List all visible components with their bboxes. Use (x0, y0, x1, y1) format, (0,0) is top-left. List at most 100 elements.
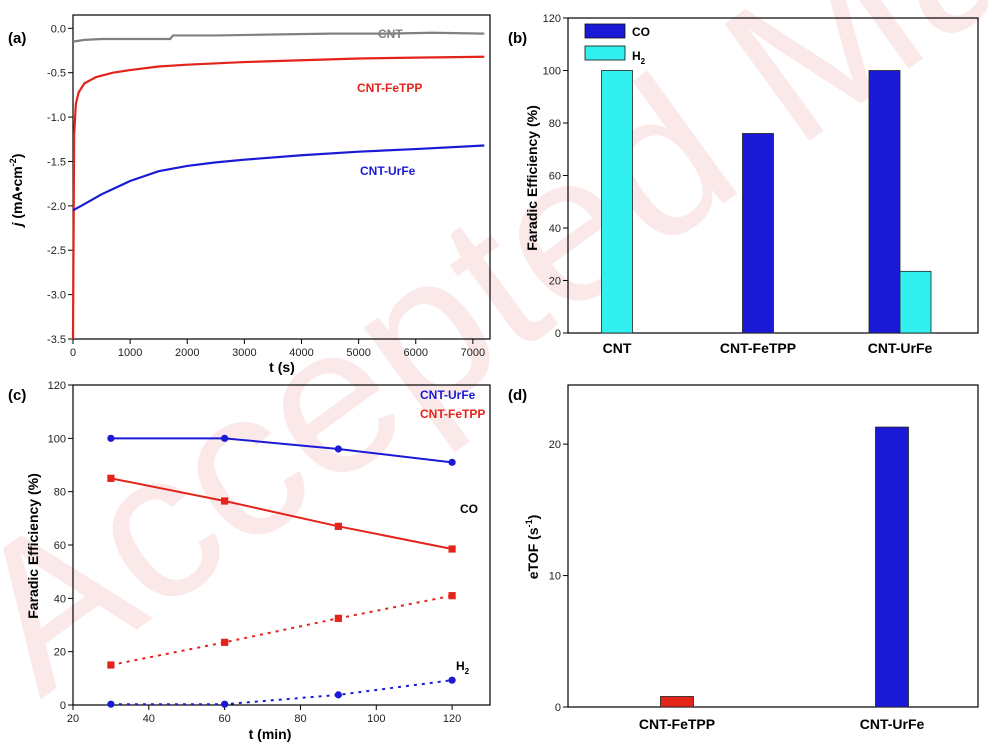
bar-h2-cnt (601, 70, 633, 334)
panel-a-series-labels: CNT CNT-FeTPP CNT-UrFe (357, 27, 422, 178)
series-line-cnt-fetpp-h2 (110, 594, 453, 666)
panel-a-y-axis-label: j (mA•cm-2) (8, 154, 25, 229)
series-line-cnt-fetpp-co (110, 477, 453, 550)
bar-h2-cnt-urfe (899, 270, 932, 334)
series-label-cnt-urfe: CNT-UrFe (360, 164, 416, 178)
x-tick-label: 80 (294, 713, 306, 725)
data-point (107, 700, 115, 708)
panel-a-series (71, 31, 485, 340)
data-point (221, 497, 229, 505)
data-point (107, 474, 115, 482)
y-tick-label: -0.5 (47, 68, 66, 80)
etof-close: ) (525, 515, 541, 520)
y-tick-label: -2.0 (47, 201, 66, 213)
data-point (334, 691, 342, 699)
category-label: CNT-UrFe (860, 716, 925, 732)
series-label-cnt-fetpp: CNT-FeTPP (357, 81, 422, 95)
y-unit: (mA•cm (9, 166, 25, 222)
y-tick-label: 100 (48, 433, 66, 445)
y-tick-label: -2.5 (47, 245, 66, 257)
panel-d-label: (d) (508, 387, 527, 404)
data-point (221, 638, 229, 646)
series-label-cnt: CNT (378, 27, 403, 41)
etof-main: eTOF (s (525, 527, 541, 579)
panel-c-x-axis-label: t (min) (249, 726, 292, 742)
category-label: CNT-UrFe (868, 340, 933, 356)
x-tick-label: 120 (443, 713, 461, 725)
panel-d-ticks: 0 10 20 CNT-FeTPP CNT-UrFe (549, 384, 979, 732)
data-point (448, 545, 456, 553)
panel-a-current-density-chart: (a) 0 1000 2000 3000 4000 5000 6000 7000 -3.5 -3.… (8, 14, 491, 375)
data-point (221, 700, 229, 708)
y-tick-label: 40 (549, 223, 561, 235)
y-tick-label: 20 (54, 647, 66, 659)
panel-c-series (107, 434, 456, 708)
category-label: CNT-FeTPP (720, 340, 796, 356)
annotation-co: CO (460, 502, 478, 516)
y-tick-label: -3.5 (47, 334, 66, 346)
annotation-h2-main: H (456, 659, 465, 673)
category-label: CNT (603, 340, 632, 356)
panel-a-label: (a) (8, 30, 26, 47)
y-tick-label: 120 (543, 13, 561, 25)
data-point (107, 434, 115, 442)
y-tick-label: 0 (60, 700, 66, 712)
category-label: CNT-FeTPP (639, 716, 715, 732)
y-tick-label: 60 (54, 540, 66, 552)
y-symbol: j (9, 221, 25, 228)
panel-b-label: (b) (508, 30, 527, 47)
y-unit-exponent: -2 (8, 158, 18, 166)
x-tick-label: 60 (219, 713, 231, 725)
y-tick-label: 0 (555, 702, 561, 714)
x-tick-label: 7000 (461, 347, 485, 359)
panel-d-frame (567, 384, 979, 708)
panel-d-etof-bars: (d) 0 10 20 CNT-FeTPP CNT-UrFe eTOF (s-1) (508, 384, 979, 732)
bar-etof-cnt-fetpp (660, 696, 694, 708)
legend-label-cnt-urfe: CNT-UrFe (420, 388, 476, 402)
annotation-h2: H2 (456, 659, 470, 676)
y-unit-close: ) (9, 154, 25, 159)
x-tick-label: 4000 (289, 347, 313, 359)
bar-etof-cnt-urfe (875, 426, 909, 708)
data-point (334, 522, 342, 530)
legend-label-h2: H2 (632, 49, 646, 66)
x-tick-label: 20 (67, 713, 79, 725)
data-point (448, 458, 456, 466)
legend-label-co: CO (632, 25, 650, 39)
y-tick-label: -3.0 (47, 290, 66, 302)
y-tick-label: 100 (543, 66, 561, 78)
y-tick-label: 80 (54, 487, 66, 499)
panel-d-bars (660, 426, 909, 708)
data-point (334, 614, 342, 622)
series-line-cnt-urfe (72, 144, 485, 212)
y-tick-label: 0.0 (51, 23, 66, 35)
annotation-h2-sub: 2 (465, 667, 470, 676)
x-tick-label: 1000 (118, 347, 142, 359)
series-line-cnt (72, 31, 485, 43)
y-tick-label: 0 (555, 328, 561, 340)
y-tick-label: -1.0 (47, 112, 66, 124)
y-tick-label: 20 (549, 276, 561, 288)
legend-swatch-h2 (584, 45, 626, 61)
bar-co-cnt-fetpp (742, 133, 774, 334)
y-tick-label: 80 (549, 118, 561, 130)
series-line-cnt-urfe-h2 (110, 679, 453, 706)
x-tick-label: 40 (143, 713, 155, 725)
etof-exponent: -1 (524, 519, 534, 527)
panel-b-y-axis-label: Faradic Efficiency (%) (524, 105, 540, 251)
panel-a-ticks: 0 1000 2000 3000 4000 5000 6000 7000 -3.5 -3.0 -2.… (47, 14, 491, 359)
data-point (221, 434, 229, 442)
panel-c-label: (c) (8, 387, 26, 404)
x-tick-label: 2000 (175, 347, 199, 359)
panel-d-y-axis-label: eTOF (s-1) (524, 515, 541, 580)
y-tick-label: 40 (54, 593, 66, 605)
data-point (334, 445, 342, 453)
series-line-cnt-urfe-co (110, 437, 453, 464)
panel-a-x-axis-label: t (s) (269, 359, 295, 375)
